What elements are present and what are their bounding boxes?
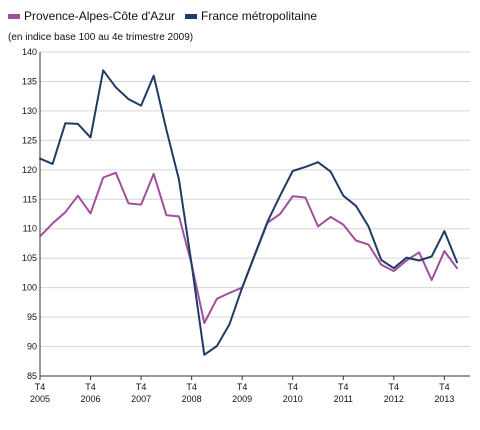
x-tick-quarter-2010: T4	[287, 382, 298, 392]
x-tick-quarter-2012: T4	[389, 382, 400, 392]
y-tick-label-130: 130	[22, 106, 37, 116]
y-tick-label-90: 90	[27, 342, 37, 352]
x-tick-year-2008: 2008	[182, 394, 202, 404]
y-tick-label-120: 120	[22, 165, 37, 175]
x-tick-year-2011: 2011	[334, 394, 353, 404]
y-tick-label-140: 140	[22, 47, 37, 57]
y-tick-label-95: 95	[27, 312, 37, 322]
legend-label-paca: Provence-Alpes-Côte d'Azur	[24, 9, 176, 23]
y-tick-label-135: 135	[22, 76, 37, 86]
series-line-france	[39, 69, 458, 356]
x-tick-quarter-2005: T4	[35, 382, 46, 392]
x-tick-quarter-2009: T4	[237, 382, 248, 392]
x-tick-year-2005: 2005	[30, 394, 50, 404]
legend-item-france[interactable]: France métropolitaine	[185, 9, 317, 23]
legend-label-france: France métropolitaine	[201, 9, 318, 23]
y-tick-label-125: 125	[22, 135, 37, 145]
chart-subtitle: (en indice base 100 au 4e trimestre 2009…	[8, 32, 194, 43]
y-tick-label-115: 115	[23, 194, 37, 204]
x-tick-quarter-2011: T4	[338, 382, 349, 392]
x-tick-year-2013: 2013	[434, 394, 454, 404]
legend-swatch-france	[185, 13, 198, 19]
legend-item-paca[interactable]: Provence-Alpes-Côte d'Azur	[8, 9, 175, 23]
legend: Provence-Alpes-Côte d'Azur France métrop…	[8, 9, 327, 23]
x-tick-year-2012: 2012	[384, 394, 404, 404]
series-line-paca	[39, 171, 458, 324]
y-tick-label-105: 105	[22, 253, 37, 263]
y-tick-label-85: 85	[27, 371, 37, 381]
x-tick-quarter-2013: T4	[439, 382, 450, 392]
x-tick-quarter-2007: T4	[136, 382, 147, 392]
x-tick-year-2009: 2009	[232, 394, 252, 404]
x-tick-quarter-2006: T4	[85, 382, 96, 392]
legend-swatch-paca	[8, 13, 20, 19]
x-tick-quarter-2008: T4	[186, 382, 197, 392]
y-tick-label-110: 110	[23, 224, 37, 234]
x-tick-year-2006: 2006	[81, 394, 101, 404]
x-tick-year-2007: 2007	[131, 394, 151, 404]
x-tick-year-2010: 2010	[283, 394, 303, 404]
y-tick-label-100: 100	[22, 283, 37, 293]
